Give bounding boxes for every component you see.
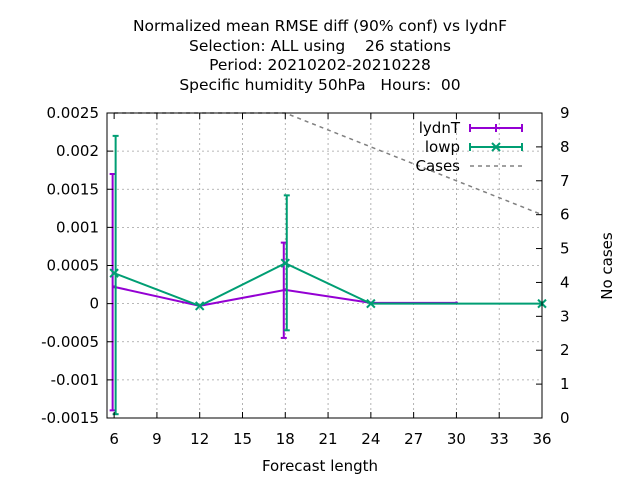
x-tick-label: 12 [190,430,209,448]
data-point-lowp [366,298,376,309]
data-point-lowp [194,301,205,311]
x-tick-label: 27 [404,430,423,448]
x-tick-label: 30 [447,430,466,448]
y-tick-label: -0.001 [51,371,99,389]
x-tick-label: 6 [109,430,119,448]
y2-tick-label: 1 [560,375,570,393]
x-tick-label: 9 [152,430,162,448]
y-tick-label: 0.001 [56,218,99,236]
data-point-lowp [280,258,290,268]
x-axis-label: Forecast length [262,457,378,475]
series-lowp [109,134,547,416]
y2-tick-label: 4 [560,273,570,291]
y2-tick-label: 5 [560,240,570,258]
grid [107,113,542,418]
y2-tick-label: 8 [560,138,570,156]
title-line-2: Selection: ALL using 26 stations [188,36,452,55]
legend-label-lydnT: lydnT [419,119,461,137]
x-tick-label: 21 [319,430,338,448]
y2-tick-label: 7 [560,172,570,190]
axes: 6 9 12 15 18 21 24 27 30 33 360.00250.0020.00150.0… [41,104,569,448]
x-tick-label: 36 [532,430,551,448]
x-tick-label: 33 [490,430,509,448]
x-tick-label: 24 [361,430,380,448]
title-line-4: Specific humidity 50hPa Hours: 00 [179,75,461,94]
x-tick-label: 15 [233,430,252,448]
y-tick-label: -0.0015 [41,409,99,427]
chart-title: Normalized mean RMSE diff (90% conf) vs … [0,17,640,95]
y2-tick-label: 3 [560,307,570,325]
title-line-3: Period: 20210202-20210228 [209,56,431,74]
y2-tick-label: 6 [560,206,570,224]
legend-label-Cases: Cases [415,157,460,175]
legend-label-lowp: lowp [425,138,460,156]
y-tick-label: 0 [89,295,99,313]
y-tick-label: 0.0005 [47,257,100,275]
series-layer [109,112,547,416]
y2-tick-label: 2 [560,341,570,359]
y2-tick-label: 9 [560,104,570,122]
series-Cases [114,112,543,216]
series-line-Cases [114,112,543,216]
y-tick-label: -0.0005 [41,333,99,351]
data-point-lowp [109,268,119,278]
y2-axis-label: No cases [598,232,616,300]
y2-tick-label: 0 [560,409,570,427]
x-tick-label: 18 [276,430,295,448]
y-tick-label: 0.002 [56,142,99,160]
y-tick-label: 0.0015 [47,180,100,198]
y-tick-label: 0.0025 [47,104,100,122]
title-line-1: Normalized mean RMSE diff (90% conf) vs … [132,17,508,35]
legend-marker-lowp [491,142,501,152]
